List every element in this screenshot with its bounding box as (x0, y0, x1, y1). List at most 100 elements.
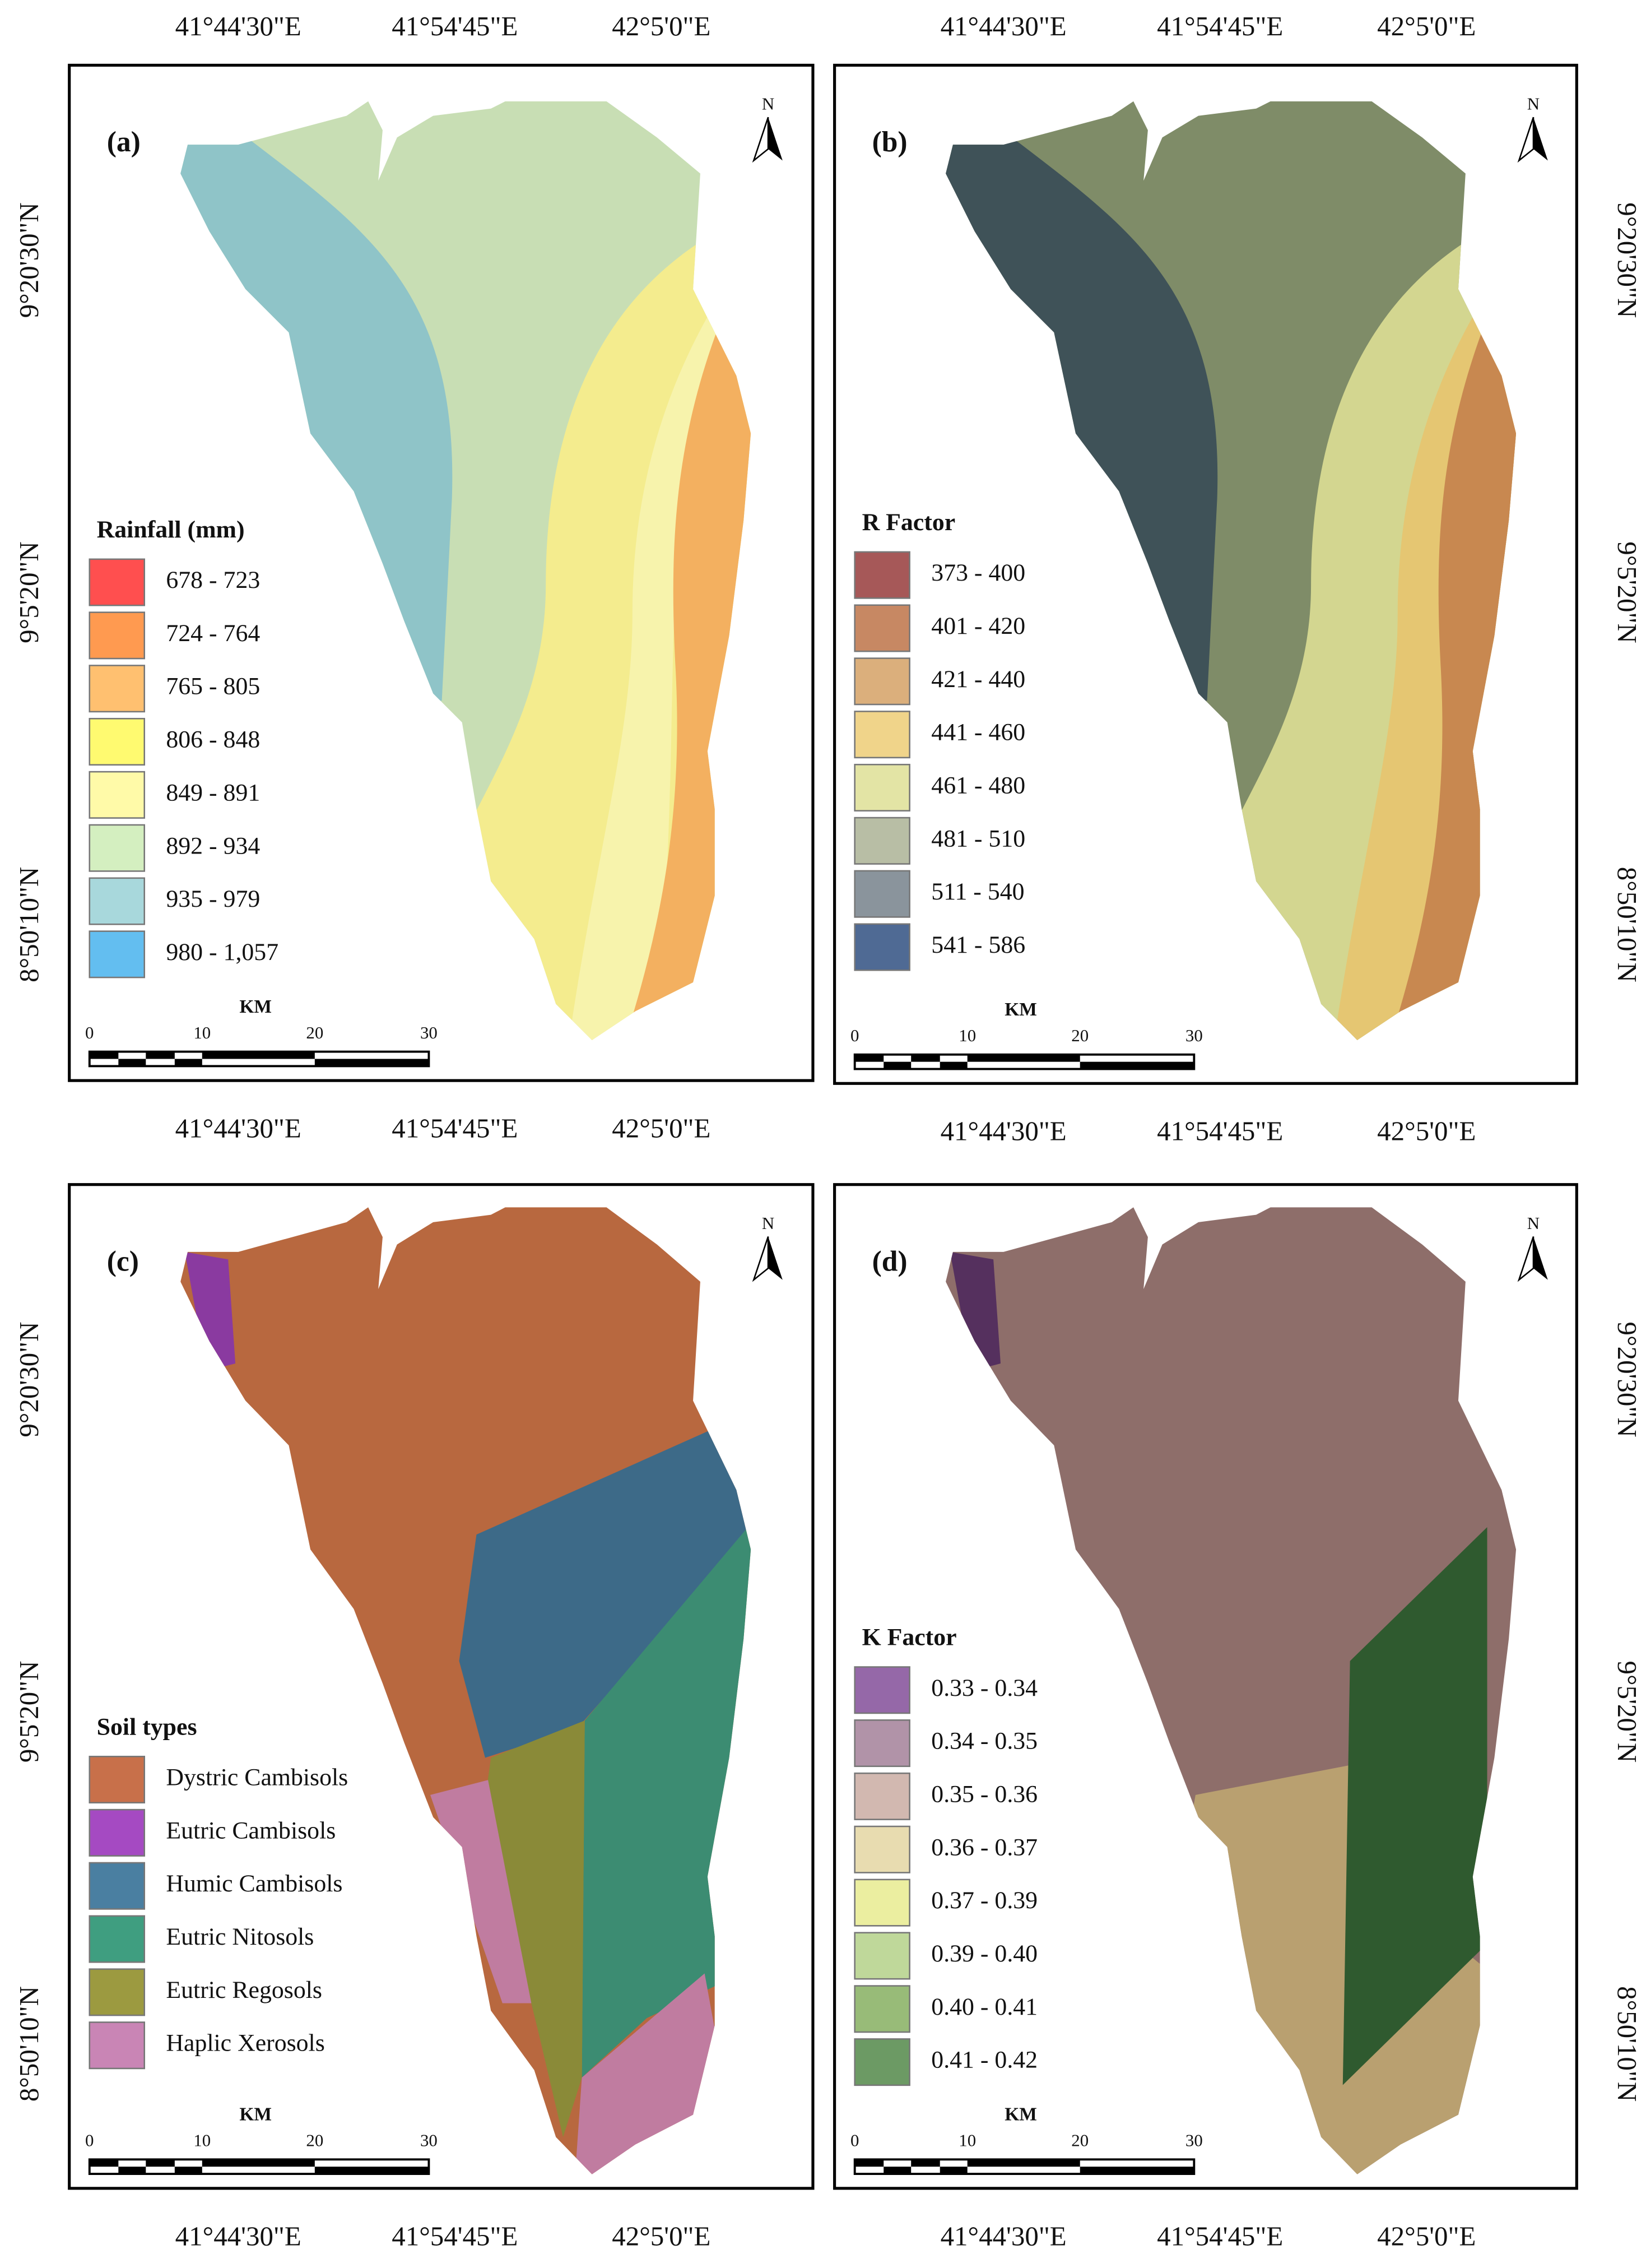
legend-swatch (854, 817, 910, 865)
legend-swatch (854, 763, 910, 812)
legend-title: R Factor (862, 509, 956, 536)
legend-swatch (854, 1879, 910, 1927)
north-label: N (762, 94, 774, 114)
legend-label: 0.35 - 0.36 (931, 1780, 1038, 1807)
legend-swatch (854, 551, 910, 599)
longitude-label: 41°54'45"E (1157, 11, 1283, 41)
latitude-label: 8°50'10"N (13, 1986, 44, 2102)
legend-label: 980 - 1,057 (166, 939, 278, 966)
legend-label: 892 - 934 (166, 832, 260, 859)
scale-tick-label: 0 (85, 1023, 94, 1042)
latitude-label: 9°20'30"N (1612, 202, 1643, 318)
legend-label: 0.37 - 0.39 (931, 1887, 1038, 1914)
scale-segment (174, 1059, 202, 1066)
scale-segment (118, 1059, 146, 1066)
latitude-label: 9°5'20"N (13, 541, 44, 643)
legend-label: Dystric Cambisols (166, 1764, 348, 1791)
north-arrow (1533, 1236, 1548, 1280)
panel-label: (a) (107, 126, 141, 158)
legend-label: 541 - 586 (931, 931, 1025, 958)
legend-swatch (89, 558, 146, 606)
map-zone (950, 1251, 1001, 1371)
scale-tick-label: 10 (959, 1026, 976, 1045)
legend-label: 765 - 805 (166, 673, 260, 700)
north-label: N (1527, 1213, 1540, 1233)
legend-swatch (854, 1985, 910, 2033)
scale-tick-label: 30 (420, 1023, 438, 1042)
legend-label: 511 - 540 (931, 878, 1024, 905)
scale-segment (146, 1051, 175, 1059)
latitude-label: 8°50'10"N (13, 867, 44, 982)
legend-swatch (89, 930, 146, 978)
legend-label: Haplic Xerosols (166, 2030, 324, 2057)
legend-label: 0.39 - 0.40 (931, 1940, 1038, 1967)
map-panel: (b) N R Factor 373 - 400 401 - 420 421 - 440 4… (833, 11, 1643, 1147)
scale-tick-label: 10 (193, 2130, 211, 2150)
latitude-label: 8°50'10"N (1612, 1986, 1643, 2102)
legend-swatch (854, 923, 910, 971)
scale-tick-label: 20 (306, 1023, 323, 1042)
latitude-label: 9°20'30"N (1612, 1322, 1643, 1437)
map-zone (1342, 1527, 1487, 2085)
longitude-label: 41°44'30"E (175, 1113, 301, 1144)
longitude-label: 42°5'0"E (1377, 1116, 1476, 1147)
scale-segment (89, 2159, 119, 2167)
map-panel: (a) N Rainfall (mm) 678 - 723 724 - 764 765 -… (13, 11, 815, 1144)
north-label: N (1527, 94, 1540, 114)
scale-unit: KM (239, 2104, 272, 2125)
legend-label: 461 - 480 (931, 772, 1025, 799)
scale-tick-label: 0 (850, 2130, 859, 2150)
legend-swatch (89, 1808, 146, 1857)
scale-segment (202, 2159, 315, 2167)
legend-swatch (89, 1968, 146, 2016)
legend-label: 373 - 400 (931, 559, 1025, 586)
scale-segment (854, 2159, 884, 2167)
legend-swatch (854, 1772, 910, 1820)
latitude-label: 9°20'30"N (13, 202, 44, 318)
scale-segment (1080, 2167, 1194, 2174)
scale-segment (314, 1059, 429, 1066)
latitude-label: 9°5'20"N (1612, 1661, 1643, 1763)
legend-title: K Factor (862, 1624, 957, 1651)
legend-swatch (854, 1932, 910, 1980)
legend-swatch (854, 1825, 910, 1873)
north-arrow (768, 1236, 783, 1280)
scale-tick-label: 10 (959, 2130, 976, 2150)
legend-swatch (89, 1755, 146, 1804)
scale-tick-label: 30 (1185, 2130, 1203, 2150)
legend-swatch (89, 611, 146, 660)
scale-tick-label: 20 (1071, 2130, 1089, 2150)
latitude-label: 9°5'20"N (13, 1661, 44, 1763)
legend-swatch (854, 657, 910, 706)
scale-segment (967, 1054, 1080, 1062)
legend-swatch (854, 1719, 910, 1768)
scale-segment (202, 1051, 315, 1059)
legend-swatch (854, 2038, 910, 2086)
longitude-label: 42°5'0"E (612, 2220, 710, 2251)
legend-title: Soil types (97, 1713, 197, 1740)
legend-swatch (89, 824, 146, 872)
scale-segment (314, 2167, 429, 2174)
legend-label: 0.40 - 0.41 (931, 1993, 1038, 2020)
scale-segment (911, 1054, 940, 1062)
scale-unit: KM (1005, 2104, 1037, 2125)
legend-label: 849 - 891 (166, 779, 260, 806)
legend-label: 421 - 440 (931, 666, 1025, 693)
scale-segment (118, 2167, 146, 2174)
scale-segment (967, 2159, 1080, 2167)
legend-label: Humic Cambisols (166, 1870, 342, 1897)
longitude-label: 41°54'45"E (1157, 1116, 1283, 1147)
scale-unit: KM (1005, 999, 1037, 1020)
latitude-label: 8°50'10"N (1612, 867, 1643, 982)
longitude-label: 42°5'0"E (612, 1113, 710, 1144)
longitude-label: 42°5'0"E (1377, 2220, 1476, 2251)
longitude-label: 42°5'0"E (612, 11, 710, 41)
scale-segment (884, 1061, 912, 1069)
scale-tick-label: 0 (850, 1026, 859, 1045)
scale-tick-label: 0 (85, 2130, 94, 2150)
scale-segment (911, 2159, 940, 2167)
scale-segment (940, 1061, 968, 1069)
legend-label: 0.41 - 0.42 (931, 2047, 1038, 2074)
map-panel: (d) N K Factor 0.33 - 0.34 0.34 - 0.35 0.35 -… (833, 1183, 1643, 2251)
